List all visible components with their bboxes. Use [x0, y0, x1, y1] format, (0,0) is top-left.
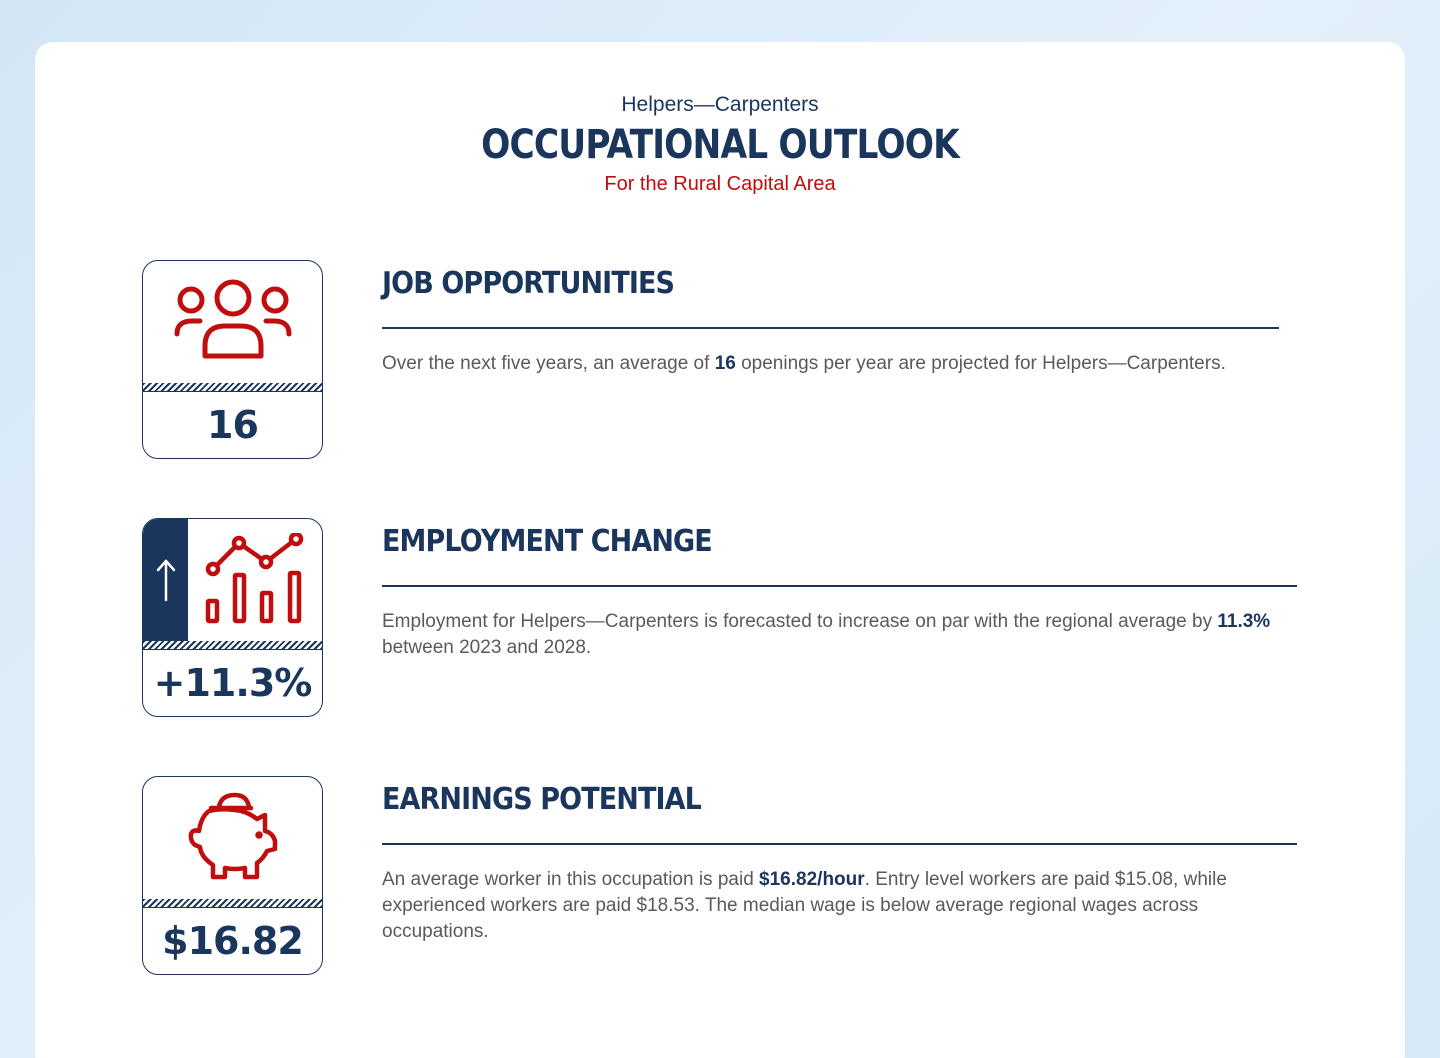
section-text: Over the next five years, an average of …	[382, 351, 1297, 377]
highlight-value: 16	[714, 352, 736, 374]
page-title: OCCUPATIONAL OUTLOOK	[481, 122, 960, 168]
text-part: Over the next five years, an average of	[382, 352, 715, 374]
text-part: . Entry level workers are paid $15.08, w…	[382, 868, 1227, 942]
page-header: Helpers—Carpenters OCCUPATIONAL OUTLOOK …	[35, 92, 1405, 197]
employment-change-tile: +11.3%	[142, 518, 323, 717]
section-text: An average worker in this occupation is …	[382, 867, 1297, 945]
icon-container	[143, 261, 322, 381]
icon-container	[188, 519, 322, 639]
section-text: Employment for Helpers—Carpenters is for…	[382, 609, 1297, 661]
bar-line-chart-icon	[205, 533, 304, 624]
occupation-name: Helpers—Carpenters	[621, 93, 819, 116]
piggy-bank-icon	[188, 792, 277, 880]
tile-divider	[143, 641, 322, 650]
text-part: An average worker in this occupation is …	[382, 868, 760, 890]
highlight-value: $16.82/hour	[759, 868, 865, 890]
section-employment-change: +11.3% EMPLOYMENT CHANGE Employment for …	[142, 518, 1302, 718]
text-part: between 2023 and 2028.	[382, 636, 592, 658]
section-heading: EMPLOYMENT CHANGE	[382, 524, 713, 559]
tile-divider	[143, 899, 322, 908]
job-opportunities-content: JOB OPPORTUNITIES Over the next five yea…	[382, 260, 1297, 377]
earnings-potential-content: EARNINGS POTENTIAL An average worker in …	[382, 776, 1297, 945]
section-rule	[382, 585, 1297, 587]
section-rule	[382, 327, 1279, 329]
earnings-potential-tile: $16.82	[142, 776, 323, 975]
employment-change-content: EMPLOYMENT CHANGE Employment for Helpers…	[382, 518, 1297, 661]
area-subtitle: For the Rural Capital Area	[604, 173, 836, 195]
earnings-value: $16.82	[162, 919, 304, 963]
employment-change-value: +11.3%	[153, 661, 313, 705]
icon-container	[143, 777, 322, 897]
arrow-band	[143, 519, 188, 641]
people-group-icon	[174, 279, 291, 359]
outlook-card: Helpers—Carpenters OCCUPATIONAL OUTLOOK …	[35, 42, 1405, 1058]
section-earnings-potential: $16.82 EARNINGS POTENTIAL An average wor…	[142, 776, 1302, 976]
arrow-up-icon	[156, 559, 175, 602]
text-part: openings per year are projected for Help…	[735, 352, 1226, 374]
job-opportunities-tile: 16	[142, 260, 323, 459]
job-openings-value: 16	[207, 403, 259, 447]
tile-divider	[143, 383, 322, 392]
text-part: Employment for Helpers—Carpenters is for…	[382, 610, 1218, 632]
section-rule	[382, 843, 1297, 845]
section-heading: EARNINGS POTENTIAL	[382, 782, 702, 817]
section-job-opportunities: 16 JOB OPPORTUNITIES Over the next five …	[142, 260, 1302, 460]
section-heading: JOB OPPORTUNITIES	[382, 266, 675, 301]
highlight-value: 11.3%	[1217, 610, 1271, 632]
